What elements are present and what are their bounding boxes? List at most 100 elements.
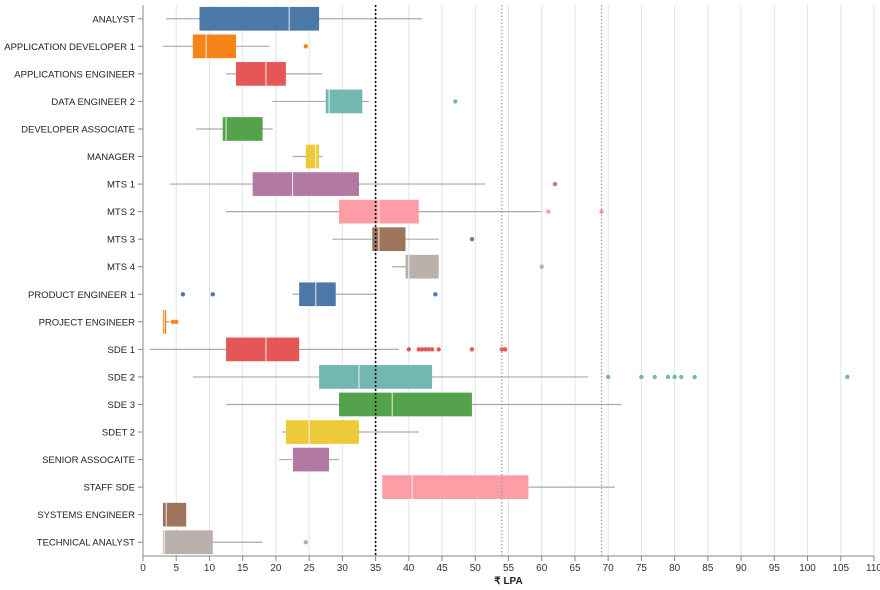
category-label: SDE 2 bbox=[108, 372, 135, 383]
outlier-point bbox=[469, 236, 475, 242]
iqr-box bbox=[285, 420, 359, 444]
box-group bbox=[226, 392, 622, 417]
x-tick-label: 110 bbox=[866, 563, 880, 574]
category-label: TECHNICAL ANALYST bbox=[37, 538, 135, 549]
x-axis-title: ₹ LPA bbox=[494, 576, 522, 587]
box-group bbox=[382, 475, 615, 499]
outlier-point bbox=[639, 374, 644, 380]
x-tick-label: 70 bbox=[603, 563, 615, 574]
outlier-point bbox=[174, 319, 179, 325]
x-tick-label: 30 bbox=[337, 563, 349, 574]
grid-lines bbox=[142, 5, 875, 556]
outlier-point bbox=[433, 292, 438, 297]
category-label: DEVELOPER ASSOCIATE bbox=[21, 124, 135, 135]
category-label: PRODUCT ENGINEER 1 bbox=[28, 290, 135, 301]
category-label: APPLICATIONS ENGINEER bbox=[14, 69, 135, 80]
box-group bbox=[149, 337, 508, 362]
iqr-box bbox=[192, 34, 237, 59]
outlier-point bbox=[180, 292, 186, 297]
x-tick-label: 5 bbox=[173, 563, 179, 574]
outlier-point bbox=[502, 347, 508, 352]
category-label: SDET 2 bbox=[102, 428, 135, 439]
outlier-point bbox=[672, 374, 677, 380]
outlier-point bbox=[552, 181, 558, 187]
category-label: SYSTEMS ENGINEER bbox=[37, 510, 135, 521]
iqr-box bbox=[199, 6, 320, 31]
box-group bbox=[226, 62, 323, 86]
category-label: MTS 2 bbox=[107, 207, 135, 218]
x-axis: 0 5 10 15 20 25 30 35 40 45 50 55 60 65 70 75 80 85 90 95 10… bbox=[140, 555, 880, 574]
x-tick-label: 40 bbox=[403, 563, 415, 574]
x-tick-label: 65 bbox=[569, 563, 581, 574]
x-tick-label: 25 bbox=[304, 563, 316, 574]
outlier-point bbox=[429, 347, 435, 352]
outlier-point bbox=[303, 44, 309, 49]
outlier-point bbox=[406, 347, 412, 352]
category-label: ANALYST bbox=[92, 14, 135, 25]
x-tick-label: 45 bbox=[436, 563, 448, 574]
outlier-point bbox=[469, 347, 475, 352]
x-tick-label: 95 bbox=[769, 563, 781, 574]
outlier-point bbox=[170, 319, 176, 325]
box-group bbox=[180, 282, 438, 307]
boxes bbox=[149, 5, 850, 556]
iqr-box bbox=[162, 502, 187, 527]
outlier-point bbox=[665, 374, 671, 380]
x-tick-label: 100 bbox=[799, 563, 816, 574]
x-tick-label: 105 bbox=[832, 563, 849, 574]
iqr-box bbox=[372, 227, 406, 252]
category-label: MTS 1 bbox=[107, 180, 135, 191]
category-label: SDE 3 bbox=[108, 400, 135, 411]
category-label: MANAGER bbox=[87, 152, 135, 163]
box-group bbox=[272, 89, 458, 114]
outlier-point bbox=[416, 347, 421, 352]
outlier-point bbox=[419, 347, 425, 352]
iqr-box bbox=[222, 117, 263, 141]
box-group bbox=[332, 227, 475, 252]
box-group bbox=[292, 144, 323, 169]
box-group bbox=[282, 420, 419, 444]
outlier-point bbox=[845, 374, 850, 380]
iqr-box bbox=[405, 254, 439, 279]
y-axis: ANALYST APPLICATION DEVELOPER 1 APPLICATIO… bbox=[4, 5, 144, 556]
x-tick-label: 85 bbox=[702, 563, 714, 574]
outlier-point bbox=[210, 292, 215, 297]
category-label: MTS 4 bbox=[107, 262, 135, 273]
category-label: STAFF SDE bbox=[83, 483, 135, 494]
category-label: SDE 1 bbox=[108, 345, 135, 356]
outlier-point bbox=[546, 209, 551, 214]
category-label: APPLICATION DEVELOPER 1 bbox=[4, 42, 135, 53]
x-tick-label: 60 bbox=[536, 563, 548, 574]
iqr-box bbox=[325, 89, 363, 114]
box-group bbox=[162, 309, 179, 334]
box-group bbox=[196, 117, 273, 141]
outlier-point bbox=[679, 374, 684, 380]
box-group bbox=[166, 6, 423, 31]
category-label: PROJECT ENGINEER bbox=[39, 317, 136, 328]
outlier-point bbox=[539, 264, 544, 269]
x-tick-label: 50 bbox=[470, 563, 482, 574]
iqr-box bbox=[162, 530, 213, 555]
box-group bbox=[162, 530, 309, 555]
box-group bbox=[279, 447, 340, 472]
box-group bbox=[162, 502, 187, 527]
iqr-box bbox=[299, 282, 336, 307]
box-group bbox=[169, 172, 558, 196]
box-group bbox=[226, 199, 604, 224]
x-tick-label: 0 bbox=[140, 563, 146, 574]
iqr-box bbox=[252, 172, 359, 196]
outlier-point bbox=[303, 540, 309, 545]
outlier-point bbox=[426, 347, 431, 352]
x-tick-label: 75 bbox=[636, 563, 648, 574]
iqr-box bbox=[292, 447, 330, 472]
x-tick-label: 90 bbox=[736, 563, 748, 574]
box-group bbox=[162, 34, 309, 59]
x-tick-label: 35 bbox=[370, 563, 382, 574]
x-tick-label: 15 bbox=[237, 563, 249, 574]
outlier-point bbox=[692, 374, 697, 380]
iqr-box bbox=[319, 365, 433, 389]
iqr-box bbox=[339, 392, 472, 417]
outlier-point bbox=[423, 347, 428, 352]
iqr-box bbox=[236, 62, 286, 86]
